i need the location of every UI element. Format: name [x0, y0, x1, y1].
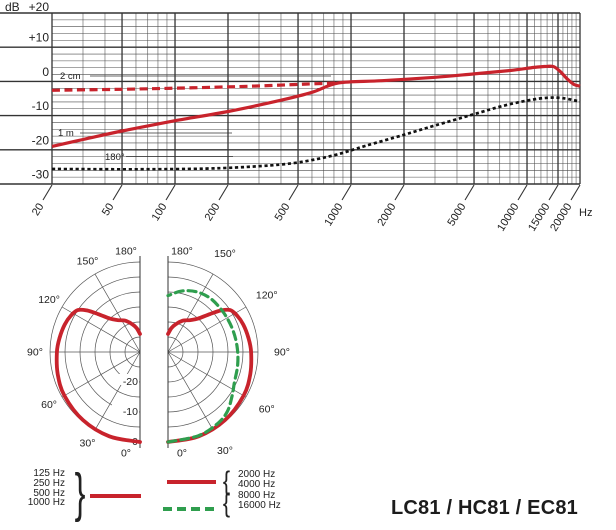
svg-text:-10: -10 — [32, 99, 50, 113]
legend-item-4000hz: 4000 Hz — [238, 479, 276, 490]
svg-text:2 cm: 2 cm — [60, 71, 81, 82]
svg-text:30°: 30° — [217, 445, 233, 457]
svg-text:15000: 15000 — [526, 201, 552, 233]
svg-text:+20: +20 — [29, 0, 50, 14]
freq-chart: dB +20 +10 0 -10 -20 -30 20 50 100 200 500 1000 2000 5… — [0, 0, 592, 234]
svg-text:dB: dB — [5, 0, 20, 14]
legend-brace-mid: { — [222, 466, 231, 496]
legend-brace-high: { — [222, 488, 231, 518]
polar-right: 0° 30° 60° 90° 120° 150° 180° — [167, 246, 290, 460]
legend-item-2000hz: 2000 Hz — [238, 469, 276, 480]
svg-text:30°: 30° — [80, 437, 96, 449]
legend-swatch-low-solid-red — [90, 494, 141, 498]
freq-curve-180 — [51, 96, 581, 171]
svg-text:180°: 180° — [171, 246, 193, 258]
svg-text:20000: 20000 — [548, 201, 574, 233]
svg-text:-10: -10 — [123, 406, 138, 418]
freq-y-labels: dB +20 +10 0 -10 -20 -30 — [5, 0, 49, 182]
svg-text:90°: 90° — [27, 347, 43, 359]
svg-text:120°: 120° — [38, 294, 60, 306]
legend-swatch-high-dashed-green — [163, 507, 217, 511]
svg-text:2000: 2000 — [375, 201, 398, 228]
legend-item-1000hz: 1000 Hz — [27, 497, 65, 508]
legend-item-250hz: 250 Hz — [33, 478, 65, 489]
svg-text:0°: 0° — [121, 448, 131, 460]
svg-text:90°: 90° — [274, 347, 290, 359]
svg-text:60°: 60° — [41, 399, 57, 411]
polar-left: 0° 30° 60° 90° 120° 150° 180° — [27, 246, 141, 460]
svg-text:50: 50 — [100, 201, 117, 218]
svg-text:1 m: 1 m — [58, 128, 74, 139]
svg-text:0°: 0° — [177, 448, 187, 460]
polar-curve-2000-4000-hz — [166, 307, 254, 444]
svg-text:120°: 120° — [256, 290, 278, 302]
svg-text:+10: +10 — [29, 31, 50, 45]
svg-text:10000: 10000 — [495, 201, 521, 233]
freq-curve-1m — [51, 64, 581, 148]
legend-item-8000hz: 8000 Hz — [238, 490, 276, 501]
svg-text:180°: 180° — [105, 152, 125, 163]
polar-curve-125-1000-hz — [54, 307, 142, 444]
freq-x-labels: 20 50 100 200 500 1000 2000 5000 10000 1500020000… — [30, 184, 592, 234]
svg-text:-20: -20 — [123, 376, 138, 388]
legend-item-500hz: 500 Hz — [33, 488, 65, 499]
svg-text:180°: 180° — [115, 246, 137, 258]
svg-text:500: 500 — [273, 201, 293, 223]
legend-brace-low: } — [74, 463, 86, 523]
svg-text:100: 100 — [150, 201, 170, 223]
legend-swatch-mid-solid-red — [167, 480, 216, 484]
svg-text:-30: -30 — [32, 168, 50, 182]
svg-text:1000: 1000 — [322, 201, 345, 228]
svg-text:200: 200 — [203, 201, 223, 223]
svg-text:150°: 150° — [77, 256, 99, 268]
polar-curve-8000-16000-hz — [166, 289, 240, 444]
svg-text:20: 20 — [30, 201, 47, 218]
svg-text:60°: 60° — [259, 404, 275, 416]
svg-text:5000: 5000 — [445, 201, 468, 228]
legend-item-125hz: 125 Hz — [33, 468, 65, 479]
freq-curve-2cm — [51, 81, 339, 92]
model-title: LC81 / HC81 / EC81 — [390, 497, 578, 519]
legend-item-16000hz: 16000 Hz — [238, 500, 281, 511]
svg-text:-20: -20 — [32, 133, 50, 147]
svg-text:Hz: Hz — [579, 207, 592, 219]
svg-text:150°: 150° — [214, 248, 236, 260]
svg-text:0: 0 — [42, 65, 49, 79]
